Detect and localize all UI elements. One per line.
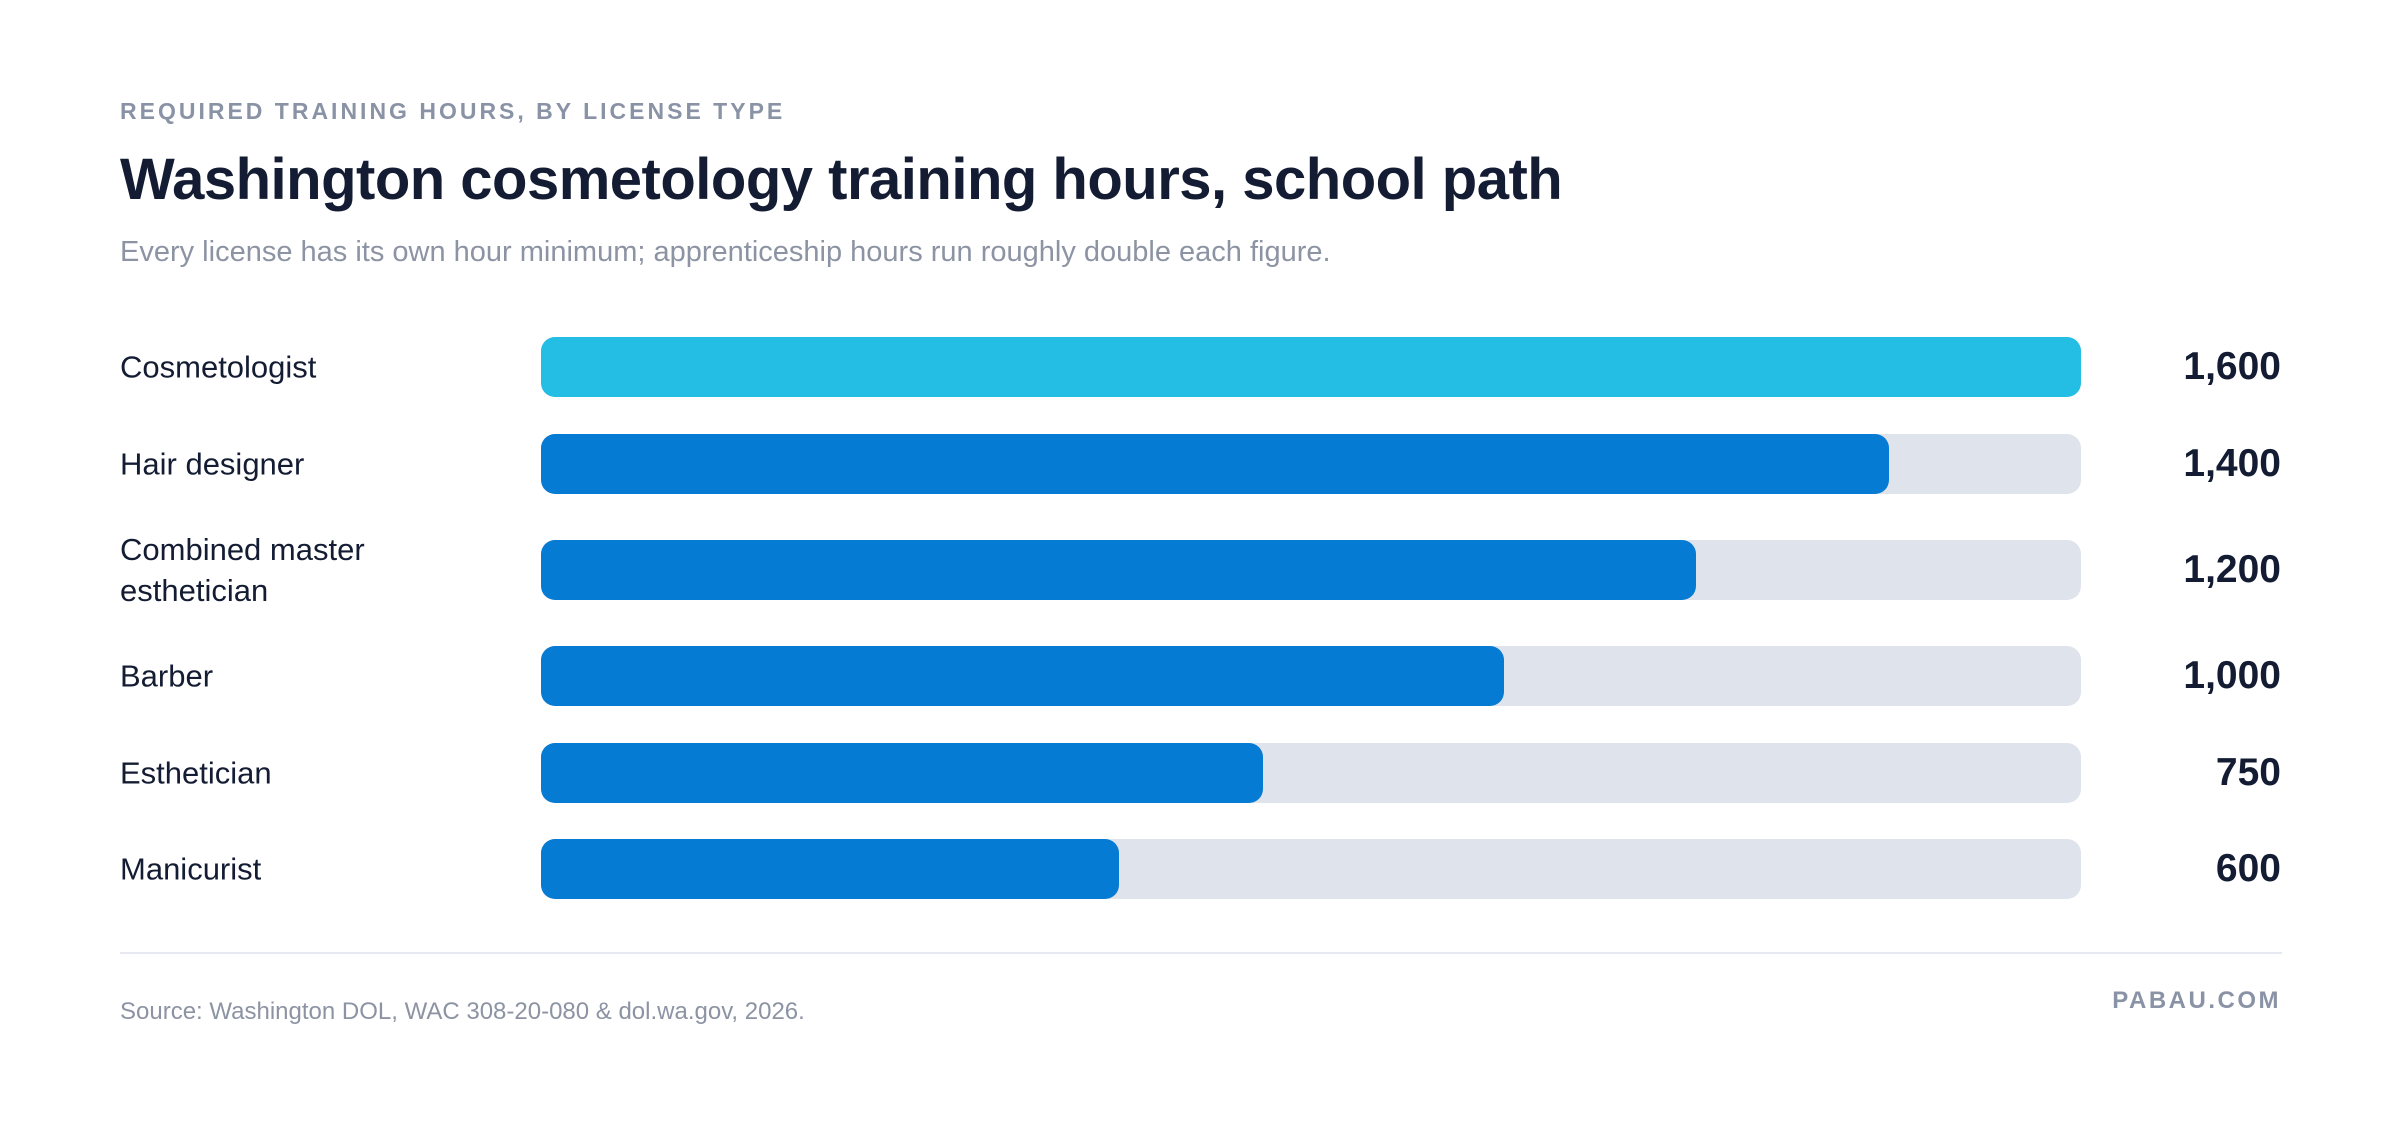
bar bbox=[541, 540, 1696, 600]
bar-track bbox=[541, 839, 2081, 899]
bar bbox=[541, 743, 1263, 803]
chart-subtitle: Every license has its own hour minimum; … bbox=[120, 236, 1331, 268]
category-label: Manicurist bbox=[120, 851, 262, 887]
bar-track bbox=[541, 743, 2081, 803]
category-label: Cosmetologist bbox=[120, 349, 317, 385]
chart-eyebrow: REQUIRED TRAINING HOURS, BY LICENSE TYPE bbox=[120, 98, 786, 124]
value-label: 750 bbox=[2215, 751, 2281, 794]
bar bbox=[541, 434, 1889, 494]
category-label: Barber bbox=[120, 658, 214, 694]
bar bbox=[541, 337, 2081, 397]
category-label: Hair designer bbox=[120, 446, 305, 482]
value-label: 1,400 bbox=[2183, 442, 2281, 485]
chart-title: Washington cosmetology training hours, s… bbox=[120, 147, 1563, 212]
category-label: Combined master esthetician bbox=[120, 532, 365, 608]
value-label: 1,200 bbox=[2183, 548, 2281, 591]
bar bbox=[541, 646, 1504, 706]
category-label: Esthetician bbox=[120, 755, 272, 791]
bar-track bbox=[541, 646, 2081, 706]
footer-divider bbox=[120, 952, 2282, 954]
brand-logo-text: PABAU.COM bbox=[2112, 987, 2281, 1014]
value-label: 1,000 bbox=[2183, 654, 2281, 697]
bar-track bbox=[541, 337, 2081, 397]
bar bbox=[541, 839, 1119, 899]
value-label: 1,600 bbox=[2183, 345, 2281, 388]
bar-track bbox=[541, 540, 2081, 600]
source-note: Source: Washington DOL, WAC 308-20-080 &… bbox=[120, 998, 805, 1025]
bar-track bbox=[541, 434, 2081, 494]
value-label: 600 bbox=[2215, 847, 2281, 890]
